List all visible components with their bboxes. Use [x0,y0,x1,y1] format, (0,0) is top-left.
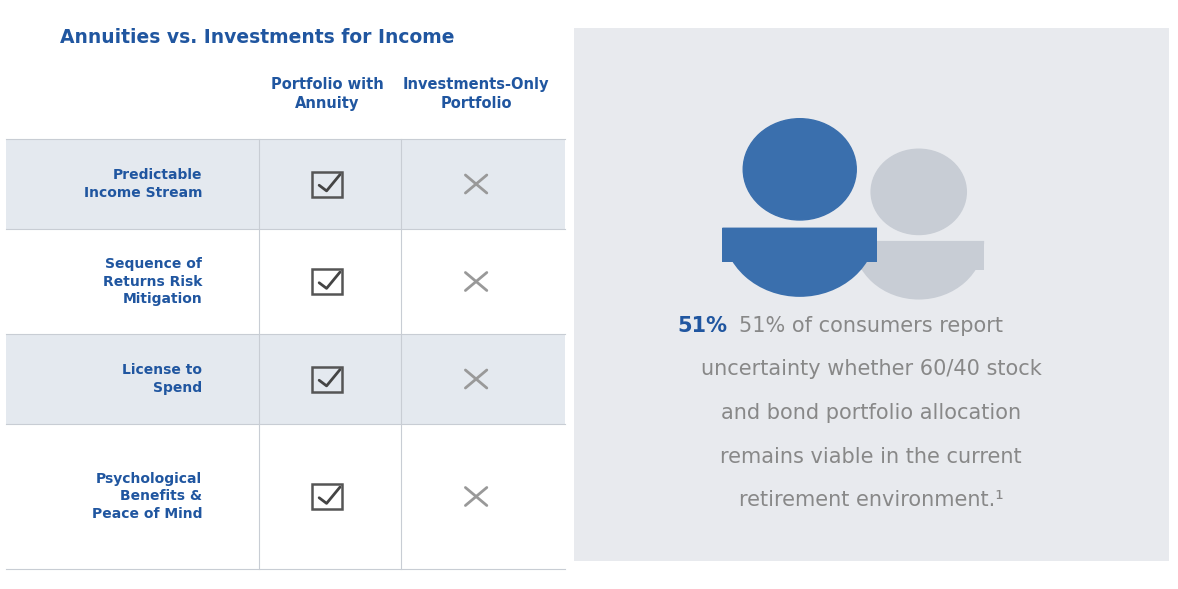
Text: Sequence of
Returns Risk
Mitigation: Sequence of Returns Risk Mitigation [102,257,203,306]
Text: License to
Spend: License to Spend [123,363,203,395]
Text: Portfolio with
Annuity: Portfolio with Annuity [271,77,384,111]
Text: and bond portfolio allocation: and bond portfolio allocation [721,403,1021,423]
Wedge shape [853,241,984,300]
Wedge shape [722,227,878,297]
Bar [6,139,565,229]
Bar [6,334,565,424]
Bar [722,227,878,262]
Text: remains viable in the current: remains viable in the current [720,446,1023,466]
Bar [312,366,342,392]
Text: retirement environment.¹: retirement environment.¹ [739,491,1004,510]
Bar [312,484,342,509]
Text: Psychological
Benefits &
Peace of Mind: Psychological Benefits & Peace of Mind [92,472,203,521]
Text: Predictable
Income Stream: Predictable Income Stream [84,168,203,200]
Bar [853,241,984,270]
Text: Investments-Only
Portfolio: Investments-Only Portfolio [403,77,549,111]
Bar [312,269,342,294]
Text: Annuities vs. Investments for Income: Annuities vs. Investments for Income [60,28,455,47]
Circle shape [871,149,966,234]
Circle shape [743,119,856,220]
Bar [312,171,342,197]
Text: 51% of consumers report: 51% of consumers report [739,316,1004,336]
Text: 51%: 51% [677,316,728,336]
Text: uncertainty whether 60/40 stock: uncertainty whether 60/40 stock [701,359,1041,379]
